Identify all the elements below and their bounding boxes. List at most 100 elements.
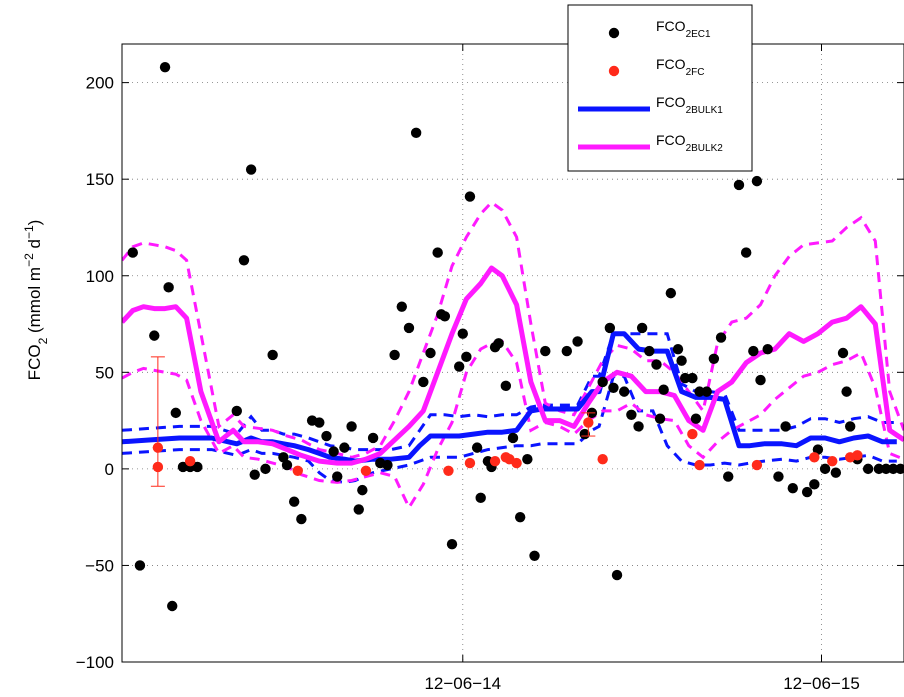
legend-marker-fc: [608, 65, 620, 77]
ec1-point: [809, 479, 820, 490]
ec1-point: [163, 282, 174, 293]
ec1-point: [715, 332, 727, 343]
ec1-point: [841, 386, 852, 397]
fc-point: [694, 459, 705, 471]
ec1-point: [672, 343, 684, 355]
ec1-point: [773, 471, 784, 482]
ec1-point: [579, 428, 590, 440]
ec1-point: [604, 322, 616, 334]
fc-point: [360, 465, 372, 477]
ec1-point: [748, 345, 759, 357]
bulk1-line: [122, 331, 897, 464]
ec1-point: [321, 430, 332, 442]
ec1-point: [475, 492, 486, 504]
ec1-point: [314, 417, 325, 428]
fc-point: [809, 452, 820, 463]
y-tick-label: −50: [85, 556, 114, 575]
ec1-point: [690, 413, 702, 424]
y-tick-label: −100: [76, 653, 114, 672]
grid: [122, 44, 904, 663]
ec1-point: [687, 372, 698, 384]
legend-marker-ec1: [608, 27, 620, 39]
ec1-point: [658, 384, 669, 395]
ec1-point: [561, 345, 573, 357]
y-tick-label: 0: [105, 460, 114, 479]
ec1-point: [762, 343, 773, 355]
ec1-point: [651, 359, 662, 370]
ec1-point: [740, 247, 752, 258]
ec1-point: [446, 538, 458, 550]
legend-box: [567, 4, 753, 172]
ec1-point: [493, 338, 504, 349]
ec1-point: [787, 482, 798, 494]
y-tick-label: 100: [86, 267, 114, 286]
ec1-point: [288, 496, 300, 507]
ec1-point: [281, 459, 293, 471]
ec1-point: [192, 461, 203, 473]
ec1-point: [332, 471, 343, 482]
fc-point: [511, 457, 522, 469]
fc-point: [583, 417, 594, 428]
ec1-point: [278, 452, 289, 463]
ec1-point: [457, 328, 468, 339]
ec1-point: [665, 287, 677, 299]
ec1-point: [389, 349, 400, 361]
ec1-point: [873, 463, 885, 475]
ec1-point: [733, 179, 745, 191]
ec1-point: [353, 504, 364, 515]
ec1-point: [134, 560, 146, 571]
ec1-point: [801, 486, 813, 498]
ec1-point: [167, 600, 178, 612]
ec1-point: [339, 442, 350, 453]
ec1-point: [529, 550, 540, 561]
ec1-point: [418, 376, 429, 388]
x-tick-label: 12−06−15: [783, 674, 860, 693]
legend-label-fc: FCO2FC: [656, 56, 704, 78]
legend-label-ec1: FCO2EC1: [656, 18, 711, 40]
fc-point: [464, 457, 476, 469]
ec1-point: [837, 347, 849, 359]
ec1-point: [231, 405, 242, 417]
ec1-point: [644, 345, 655, 357]
ec1-point: [267, 349, 278, 361]
axes: −100 −50 0 50 100 150 200 12−06−14 12−06−15: [76, 43, 904, 693]
axes-box: [121, 43, 904, 663]
ec1-point: [260, 463, 271, 475]
ec1-point: [540, 345, 551, 357]
ec1-point: [812, 444, 824, 455]
fc-point: [184, 455, 196, 467]
ec1-point: [127, 247, 138, 258]
ec1-point: [654, 413, 666, 424]
fc-point: [292, 465, 303, 477]
ec1-point: [780, 421, 791, 432]
ec1-point: [170, 407, 182, 419]
ec1-point: [396, 301, 407, 312]
ec1-point: [723, 471, 734, 482]
ec1-point: [177, 461, 189, 473]
legend-label-bulk2: FCO2BULK2: [656, 132, 723, 154]
ec1-point: [611, 569, 623, 581]
ec1-point: [522, 454, 533, 465]
ec1-point: [597, 376, 608, 388]
ec1-point: [819, 463, 831, 475]
ec1-point: [382, 459, 393, 471]
ec1-point: [708, 353, 720, 364]
ec1-point: [425, 347, 436, 359]
fc-point: [152, 461, 164, 473]
bulk1-upper-line: [122, 332, 897, 452]
ec1-point: [432, 247, 443, 258]
x-tick-label: 12−06−14: [424, 674, 501, 693]
ec1-point: [694, 386, 705, 397]
ec1-point: [238, 255, 250, 266]
plot-area: [122, 61, 904, 612]
y-tick-label: 150: [86, 170, 114, 189]
ec1-point: [461, 351, 472, 363]
y-tick-label: 50: [95, 363, 114, 382]
ec1-point: [439, 311, 451, 322]
ec1-point: [296, 513, 307, 525]
ec1-point: [367, 432, 379, 444]
ec1-point: [619, 386, 630, 397]
ec1-point: [357, 484, 368, 496]
fc-point: [852, 450, 863, 461]
ec1-point: [844, 421, 856, 432]
